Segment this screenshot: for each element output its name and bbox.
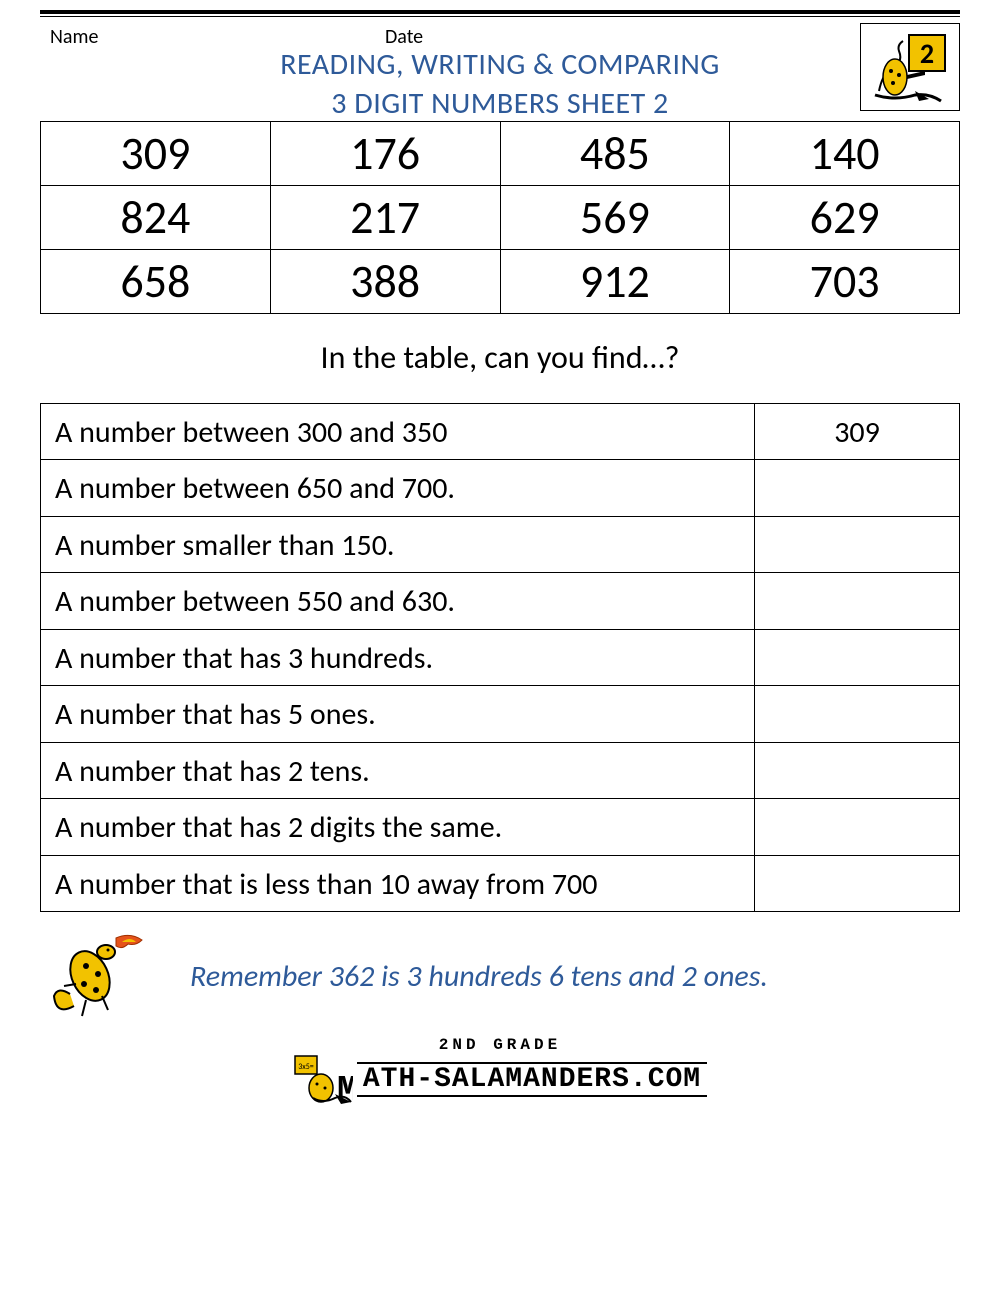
answer-cell [755,742,960,799]
name-label: Name [50,25,98,49]
table-row: 309 176 485 140 [41,122,960,186]
question-row: A number that has 2 tens. [41,742,960,799]
numbers-table: 309 176 485 140 824 217 569 629 658 388 … [40,121,960,314]
number-cell: 309 [41,122,271,186]
table-row: 658 388 912 703 [41,249,960,313]
question-text: A number that has 5 ones. [41,686,755,743]
table-row: 824 217 569 629 [41,185,960,249]
question-text: A number between 550 and 630. [41,573,755,630]
number-cell: 388 [270,249,500,313]
svg-text:2: 2 [920,36,934,71]
answer-cell [755,629,960,686]
question-text: A number between 650 and 700. [41,460,755,517]
grade-logo: 2 [860,23,960,111]
number-cell: 140 [730,122,960,186]
top-rule [40,10,960,17]
hint-row: Remember 362 is 3 hundreds 6 tens and 2 … [40,926,960,1026]
answer-cell [755,799,960,856]
svg-text:M: M [337,1070,353,1104]
answer-cell [755,686,960,743]
footer-brand-text: ATH-SALAMANDERS.COM [357,1062,707,1097]
answer-cell: 309 [755,403,960,460]
question-text: A number that has 2 tens. [41,742,755,799]
salamander-fire-icon [46,926,166,1026]
hint-text: Remember 362 is 3 hundreds 6 tens and 2 … [190,958,768,995]
question-text: A number between 300 and 350 [41,403,755,460]
number-cell: 824 [41,185,271,249]
worksheet-title-line2: 3 DIGIT NUMBERS SHEET 2 [40,84,960,123]
question-row: A number that has 2 digits the same. [41,799,960,856]
question-row: A number that is less than 10 away from … [41,855,960,912]
question-row: A number smaller than 150. [41,516,960,573]
answer-cell [755,573,960,630]
prompt-text: In the table, can you find…? [40,338,960,377]
questions-table: A number between 300 and 350 309 A numbe… [40,403,960,913]
number-cell: 569 [500,185,730,249]
question-row: A number between 550 and 630. [41,573,960,630]
question-text: A number that has 2 digits the same. [41,799,755,856]
footer-grade-text: 2ND GRADE [40,1036,960,1054]
number-cell: 217 [270,185,500,249]
question-row: A number that has 3 hundreds. [41,629,960,686]
date-label: Date [385,25,423,49]
worksheet-title-line1: READING, WRITING & COMPARING [40,45,960,84]
answer-cell [755,460,960,517]
salamander-grade-icon: 2 [869,31,951,103]
question-row: A number between 300 and 350 309 [41,403,960,460]
salamander-m-icon: 3x5= M [293,1054,353,1104]
footer-brand: 2ND GRADE 3x5= M ATH-SALAMANDERS.COM [40,1036,960,1109]
header-row: Name Date READING, WRITING & COMPARING 3… [40,23,960,119]
question-text: A number that has 3 hundreds. [41,629,755,686]
number-cell: 176 [270,122,500,186]
question-text: A number smaller than 150. [41,516,755,573]
number-cell: 658 [41,249,271,313]
answer-cell [755,516,960,573]
question-row: A number between 650 and 700. [41,460,960,517]
question-row: A number that has 5 ones. [41,686,960,743]
svg-text:3x5=: 3x5= [298,1062,314,1072]
number-cell: 703 [730,249,960,313]
number-cell: 629 [730,185,960,249]
answer-cell [755,855,960,912]
number-cell: 912 [500,249,730,313]
number-cell: 485 [500,122,730,186]
question-text: A number that is less than 10 away from … [41,855,755,912]
